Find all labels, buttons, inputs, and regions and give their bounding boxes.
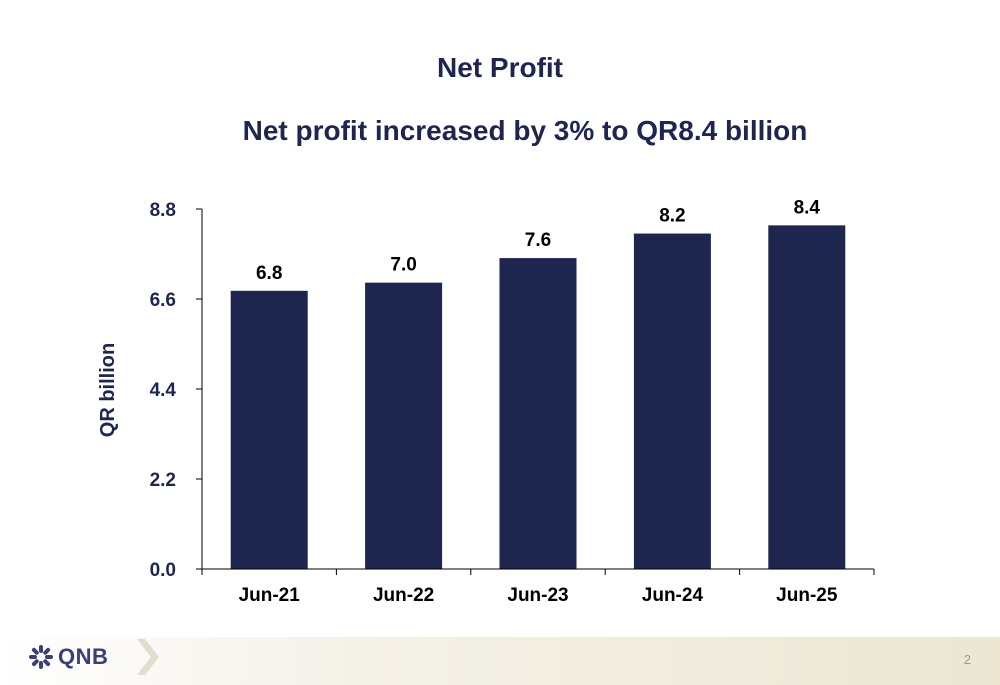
y-axis-label: QR billion (97, 343, 119, 437)
slide-subtitle: Net profit increased by 3% to QR8.4 bill… (242, 115, 808, 146)
y-tick-label: 4.4 (150, 380, 177, 401)
data-label: 8.2 (659, 206, 685, 227)
qnb-logo: QNB (28, 642, 108, 672)
slide-title: Net Profit (437, 52, 563, 83)
x-tick-label: Jun-23 (507, 585, 568, 606)
y-tick-label: 2.2 (150, 470, 176, 491)
bar-chart: 0.02.24.46.68.8 6.8 7.07.68.2 8.4 Jun-21 Ju… (97, 197, 875, 606)
data-label: 7.6 (525, 230, 551, 251)
y-tick-label: 0.0 (150, 560, 176, 581)
x-tick-marks (201, 569, 875, 575)
bar-jun-22 (365, 282, 443, 569)
y-tick-labels: 0.0 2.2 4.4 6.6 8.8 (150, 200, 177, 581)
bar-jun-21 (230, 290, 308, 569)
y-tick-label: 6.6 (150, 290, 176, 311)
x-tick-label: Jun-25 (776, 585, 838, 606)
x-tick-labels: Jun-21 Jun-22 Jun-23 Jun-24 Jun-25 (239, 585, 838, 606)
logo-text: QNB (58, 644, 109, 669)
data-label: 7.0 (390, 255, 416, 276)
data-label: 6.8 (256, 263, 282, 284)
qnb-star-icon (29, 645, 53, 669)
x-tick-label: Jun-21 (239, 585, 301, 606)
data-label: 8.4 (794, 197, 821, 218)
y-tick-marks (196, 208, 202, 570)
footer-bar (0, 637, 1000, 685)
x-tick-label: Jun-22 (373, 585, 434, 606)
chevron-right-icon (137, 639, 159, 675)
bar-jun-23 (499, 258, 577, 569)
bar-jun-25 (768, 225, 846, 569)
bars (230, 225, 846, 569)
bar-jun-24 (633, 233, 711, 569)
data-labels: 6.8 7.0 7.6 8.2 8.4 (256, 197, 820, 283)
y-tick-label: 8.8 (150, 200, 176, 221)
x-tick-label: Jun-24 (642, 585, 704, 606)
page-number: 2 (963, 652, 971, 667)
